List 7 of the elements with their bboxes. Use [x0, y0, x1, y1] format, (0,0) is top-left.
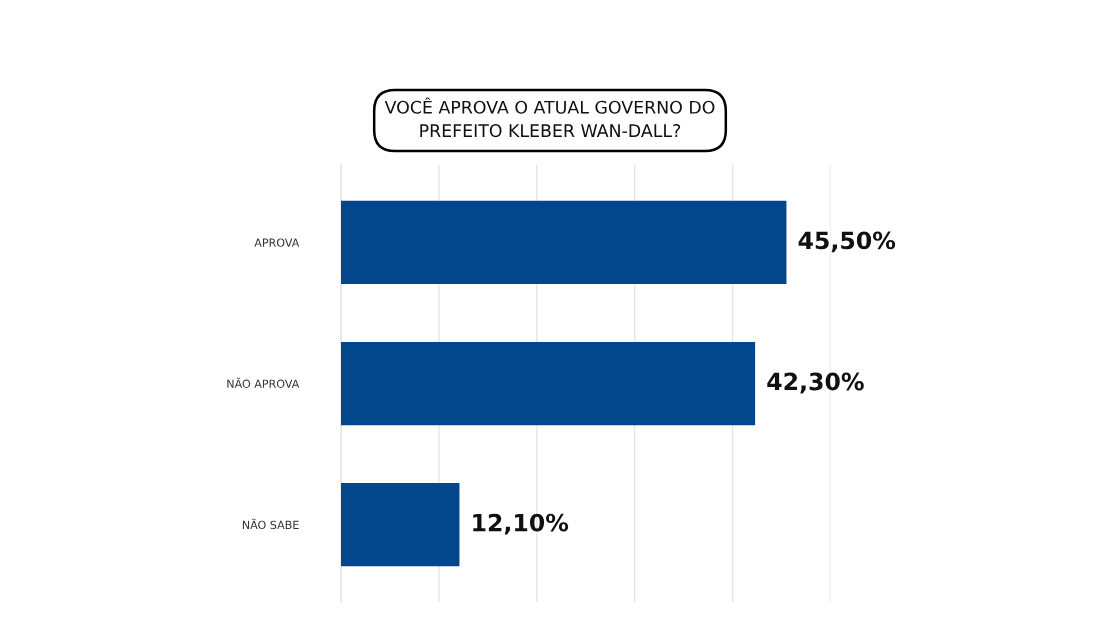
- y-tick-label: NÃO SABE: [242, 518, 299, 530]
- data-label: 45,50%: [798, 231, 896, 253]
- data-label: 42,30%: [767, 372, 864, 394]
- y-tick-label: APROVA: [254, 238, 300, 247]
- chart-title: VOCÊ APROVA O ATUAL GOVERNO DO PREFEITO KLEBER WAN-DALL?: [384, 97, 715, 138]
- y-tick-label: NÃO APROVA: [227, 377, 300, 388]
- data-label: 12,10%: [473, 513, 569, 535]
